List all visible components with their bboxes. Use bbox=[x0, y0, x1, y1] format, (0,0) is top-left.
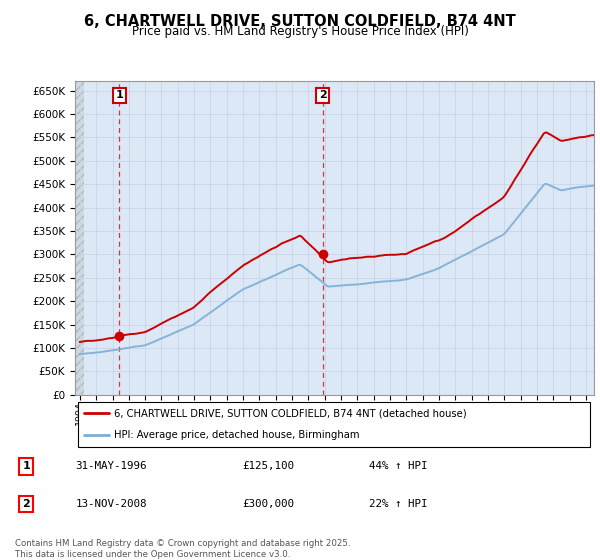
Text: 6, CHARTWELL DRIVE, SUTTON COLDFIELD, B74 4NT (detached house): 6, CHARTWELL DRIVE, SUTTON COLDFIELD, B7… bbox=[114, 408, 467, 418]
Text: 1: 1 bbox=[23, 461, 30, 472]
Text: 22% ↑ HPI: 22% ↑ HPI bbox=[369, 499, 428, 509]
Text: Contains HM Land Registry data © Crown copyright and database right 2025.
This d: Contains HM Land Registry data © Crown c… bbox=[15, 539, 350, 559]
Text: 2: 2 bbox=[23, 499, 30, 509]
Text: £300,000: £300,000 bbox=[242, 499, 295, 509]
Text: 13-NOV-2008: 13-NOV-2008 bbox=[76, 499, 147, 509]
Text: 2: 2 bbox=[319, 90, 326, 100]
Text: £125,100: £125,100 bbox=[242, 461, 295, 472]
Text: 31-MAY-1996: 31-MAY-1996 bbox=[76, 461, 147, 472]
Text: 6, CHARTWELL DRIVE, SUTTON COLDFIELD, B74 4NT: 6, CHARTWELL DRIVE, SUTTON COLDFIELD, B7… bbox=[84, 14, 516, 29]
Text: HPI: Average price, detached house, Birmingham: HPI: Average price, detached house, Birm… bbox=[114, 430, 359, 440]
Text: 44% ↑ HPI: 44% ↑ HPI bbox=[369, 461, 428, 472]
Text: Price paid vs. HM Land Registry's House Price Index (HPI): Price paid vs. HM Land Registry's House … bbox=[131, 25, 469, 38]
FancyBboxPatch shape bbox=[77, 402, 590, 446]
Text: 1: 1 bbox=[116, 90, 123, 100]
